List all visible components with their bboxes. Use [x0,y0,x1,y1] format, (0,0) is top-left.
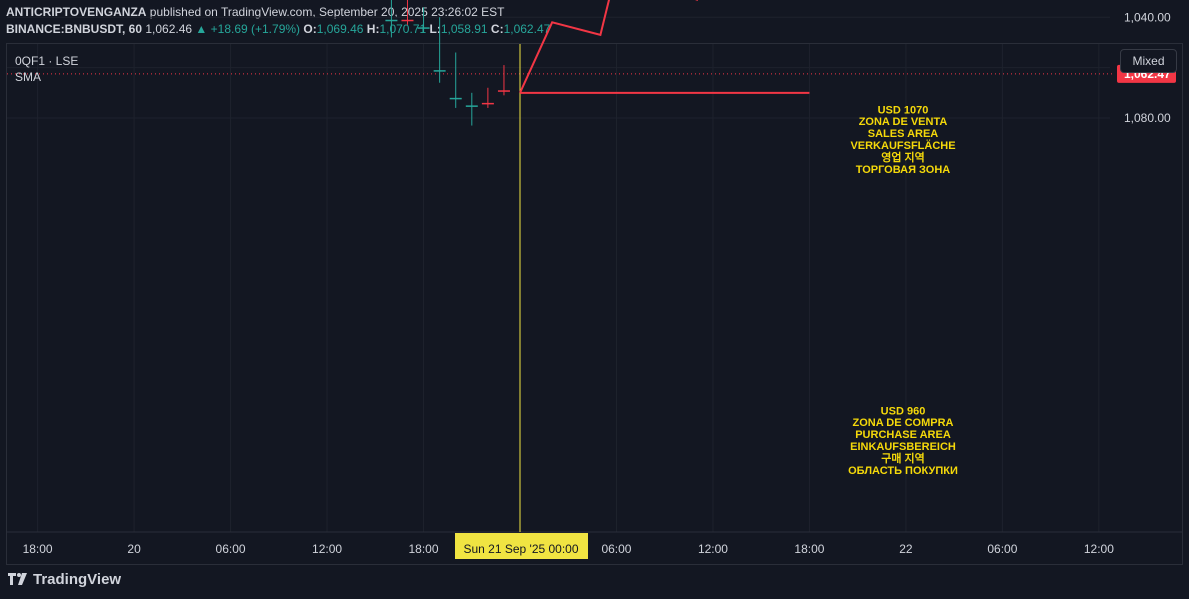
x-tick-label: 18:00 [23,542,53,556]
candle [497,65,510,96]
low-label: L: [429,22,441,36]
open-label: O: [303,22,317,36]
open-value: 1,069.46 [316,22,364,36]
candle [385,0,398,38]
published-line: ANTICRIPTOVENGANZA published on TradingV… [6,5,504,19]
price-change: ▲ +18.69 (+1.79%) [195,22,301,36]
crosshair-time-text: Sun 21 Sep '25 00:00 [463,542,578,556]
x-tick-label: 12:00 [698,542,728,556]
candle-body [401,19,414,22]
published-text: published on TradingView.com, September … [149,5,505,19]
candle-body [433,70,446,72]
buy-zone-label-text: ZONA DE COMPRA [852,417,953,429]
chart-panel[interactable] [6,43,1183,565]
x-tick-label: 06:00 [216,542,246,556]
tradingview-logo-icon [7,572,29,590]
buy-zone-label-text: ОБЛАСТЬ ПОКУПКИ [848,465,958,477]
candle-body [385,19,398,22]
buy-zone-label-text: PURCHASE AREA [855,429,951,441]
candle-body [449,97,462,100]
x-tick-label: 06:00 [987,542,1017,556]
candle [465,92,478,126]
current-price: 1,062.46 [145,22,193,36]
x-tick-label: 18:00 [794,542,824,556]
sell-zone-label-text: ZONA DE VENTA [859,116,948,128]
projection-path [519,0,698,94]
high-label: H: [366,22,380,36]
candle [417,7,430,33]
scale-mode-button[interactable]: Mixed [1120,49,1177,73]
x-tick-label: 22 [899,542,913,556]
y-tick-label: 1,080.00 [1124,111,1171,125]
y-tick-label: 1,040.00 [1124,10,1171,24]
author-name[interactable]: ANTICRIPTOVENGANZA [6,5,147,19]
crosshair-time-badge [455,533,588,559]
sell-zone-label-text: ТОРГОВАЯ ЗОНА [856,164,951,176]
candle-body [497,90,510,92]
close-value: 1,062.47 [503,22,551,36]
close-label: C: [490,22,504,36]
candle-body [465,105,478,107]
buy-zone-label-text: 구매 지역 [881,451,925,465]
sell-zone-label-text: USD 1070 [878,104,929,116]
legend-sma[interactable]: SMA [15,70,42,84]
candle [401,0,414,25]
x-tick-label: 18:00 [409,542,439,556]
low-value: 1,058.91 [440,22,488,36]
candle-body [417,27,430,29]
sell-zone-label-text: VERKAUFSFLÄCHE [850,139,955,152]
sell-zone-label-text: SALES AREA [868,128,939,140]
x-tick-label: 12:00 [312,542,342,556]
sell-zone-label-text: 영업 지역 [881,150,925,164]
candle-body [481,102,494,105]
x-tick-label: 06:00 [601,542,631,556]
candle [449,52,462,108]
candle [481,87,494,108]
tradingview-logo-text: TradingView [33,571,122,588]
buy-zone-label-text: USD 960 [881,405,926,417]
x-tick-label: 20 [127,542,141,556]
legend-symbol[interactable]: 0QF1 · LSE [15,54,79,68]
symbol-label[interactable]: BINANCE:BNBUSDT, 60 [6,22,143,36]
buy-zone-label-text: EINKAUFSBEREICH [850,441,956,453]
tradingview-logo[interactable]: TradingView [7,571,121,590]
candle [433,17,446,83]
x-tick-label: 12:00 [1084,542,1114,556]
